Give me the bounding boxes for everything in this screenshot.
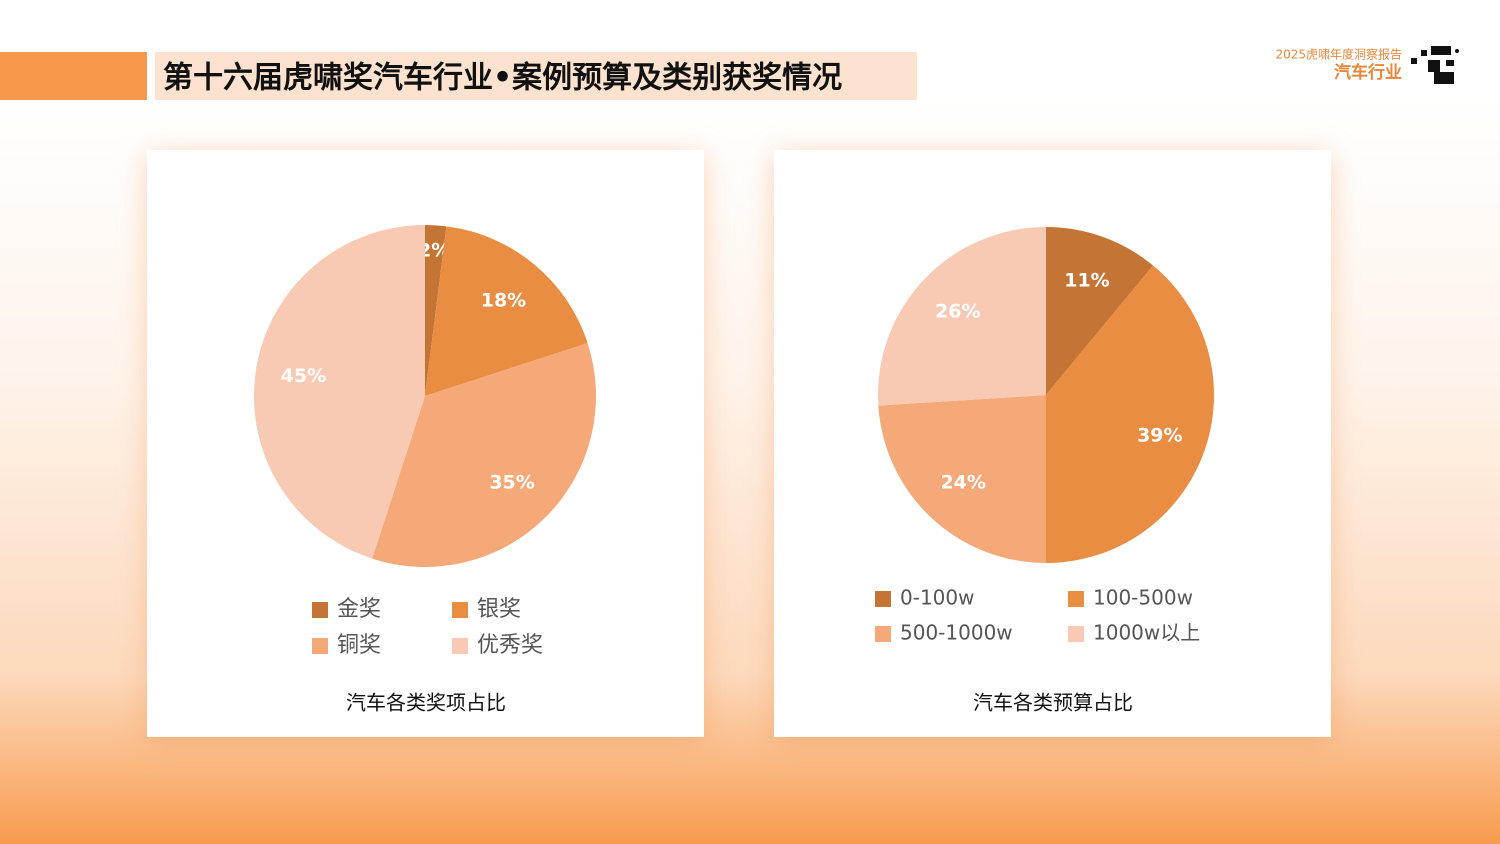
legend-swatch [452, 602, 468, 618]
legend-swatch [1068, 626, 1084, 642]
brand-report: 2025虎啸年度洞察报告 [1275, 47, 1402, 62]
legend-swatch [452, 638, 468, 654]
legend-swatch [875, 626, 891, 642]
slice-label: 45% [281, 365, 326, 387]
legend-swatch [875, 591, 891, 607]
pie-slice [878, 395, 1046, 563]
pie-slice [877, 227, 1046, 406]
slide-title: 第十六届虎啸奖汽车行业•案例预算及类别获奖情况 [163, 61, 842, 96]
slice-label: 2% [418, 239, 450, 261]
pie-slice [425, 226, 588, 396]
legend-swatch [312, 638, 328, 654]
legend-label: 金奖 [337, 597, 381, 622]
title-box [155, 52, 917, 100]
pie-slice [253, 225, 425, 559]
slice-label: 35% [489, 472, 534, 494]
slice-label: 24% [940, 472, 985, 494]
slice-label: 11% [1064, 270, 1109, 292]
legend-label: 铜奖 [337, 633, 381, 658]
chart-title: 汽车各类预算占比 [973, 691, 1133, 715]
legend-label: 100-500w [1093, 586, 1193, 610]
legend-swatch [312, 602, 328, 618]
pie-slice [1046, 227, 1154, 395]
pie-slice [1046, 265, 1215, 563]
slice-label: 39% [1137, 424, 1182, 446]
pie-slice [372, 343, 597, 568]
brand-logo [1411, 46, 1459, 84]
legend-label: 银奖 [477, 597, 521, 622]
legend-label: 优秀奖 [477, 633, 543, 658]
brand-industry: 汽车行业 [1334, 62, 1402, 83]
slice-label: 26% [935, 301, 980, 323]
legend-label: 1000w以上 [1093, 621, 1200, 645]
slice-label: 18% [481, 290, 526, 312]
legend-label: 0-100w [900, 586, 974, 610]
accent-bar [0, 52, 147, 100]
chart-title: 汽车各类奖项占比 [346, 691, 506, 715]
legend-swatch [1068, 591, 1084, 607]
legend-label: 500-1000w [900, 621, 1013, 645]
pie-slice [425, 225, 447, 396]
